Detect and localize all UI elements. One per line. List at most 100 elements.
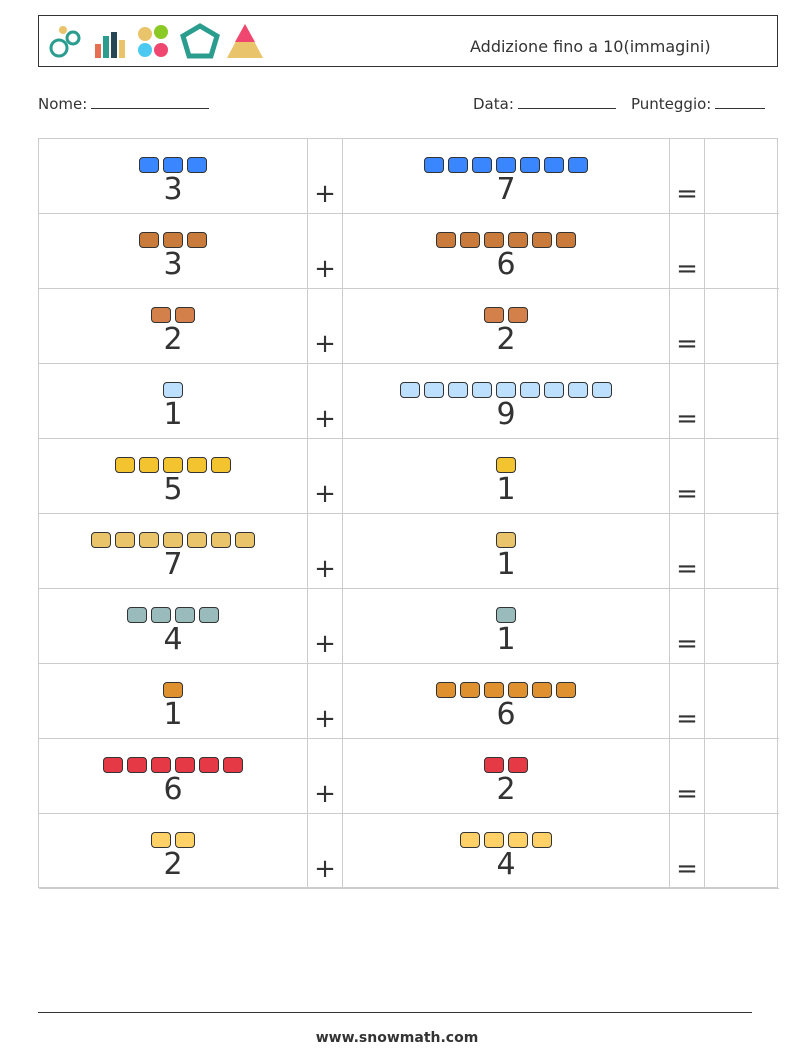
plus-sign: + (314, 179, 336, 209)
plus-sign: + (314, 554, 336, 584)
icon-row (343, 457, 669, 477)
icon (520, 157, 540, 173)
equals-sign: = (676, 329, 698, 359)
icon (163, 157, 183, 173)
cell: + (308, 289, 343, 364)
number: 2 (163, 322, 183, 357)
equals-sign: = (676, 404, 698, 434)
header-icons (49, 23, 263, 59)
cell: + (308, 364, 343, 439)
equals-sign: = (676, 254, 698, 284)
number: 5 (163, 472, 183, 507)
plus-sign: + (314, 854, 336, 884)
plus-sign: + (314, 329, 336, 359)
icon-row (39, 307, 307, 327)
cell: 1 (343, 514, 670, 589)
cell: 1 (39, 364, 308, 439)
icon (187, 532, 207, 548)
number: 1 (496, 472, 516, 507)
number: 6 (163, 772, 183, 807)
icon (508, 232, 528, 248)
number: 1 (163, 397, 183, 432)
cell: + (308, 814, 343, 889)
icon (211, 457, 231, 473)
icon (163, 382, 183, 398)
date-field: Data: (473, 94, 616, 113)
icon (187, 157, 207, 173)
icon (460, 832, 480, 848)
cell (705, 589, 779, 664)
icon (496, 532, 516, 548)
icon (508, 307, 528, 323)
table: 3 +7 = 3 +6 = 2 +2 = 1 +9 = 5 +1 = 7 +1 = 4 +1 = 1 +6 = 6 +2 = 2 +4 = (38, 138, 779, 889)
icon (175, 757, 195, 773)
cell: 1 (343, 589, 670, 664)
icon (472, 382, 492, 398)
cell: 4 (343, 814, 670, 889)
number: 4 (163, 622, 183, 657)
icon (424, 157, 444, 173)
cell: 4 (39, 589, 308, 664)
date-label: Data: (473, 95, 514, 113)
icon (556, 682, 576, 698)
icon-row (343, 157, 669, 177)
cell (705, 289, 779, 364)
plus-sign: + (314, 779, 336, 809)
icon (163, 532, 183, 548)
footer-line (38, 1012, 752, 1013)
icon-row (343, 832, 669, 852)
number: 4 (496, 847, 516, 882)
icon (199, 757, 219, 773)
icon (127, 757, 147, 773)
cell: = (670, 514, 705, 589)
cell: 3 (39, 214, 308, 289)
icon (115, 532, 135, 548)
equals-sign: = (676, 179, 698, 209)
cell: = (670, 139, 705, 214)
icon-row (39, 682, 307, 702)
number: 1 (496, 622, 516, 657)
icon-row (343, 232, 669, 252)
icon (139, 157, 159, 173)
icon-row (39, 382, 307, 402)
title: Addizione fino a 10(immagini) (470, 37, 711, 56)
icon (175, 307, 195, 323)
icon (496, 157, 516, 173)
cell: + (308, 214, 343, 289)
cell: = (670, 589, 705, 664)
icon (151, 832, 171, 848)
icon (187, 457, 207, 473)
equals-sign: = (676, 854, 698, 884)
icon (175, 607, 195, 623)
icon (151, 307, 171, 323)
icon (139, 532, 159, 548)
icon (448, 382, 468, 398)
name-field: Nome: (38, 94, 210, 113)
icon (532, 232, 552, 248)
icon (592, 382, 612, 398)
cell: = (670, 814, 705, 889)
icon (544, 382, 564, 398)
icon (235, 532, 255, 548)
plus-sign: + (314, 254, 336, 284)
number: 7 (163, 547, 183, 582)
icon (520, 382, 540, 398)
cell: 1 (343, 439, 670, 514)
icon (400, 382, 420, 398)
icon (496, 607, 516, 623)
icon (223, 757, 243, 773)
icon-row (39, 607, 307, 627)
number: 6 (496, 247, 516, 282)
number: 2 (496, 322, 516, 357)
icon (127, 607, 147, 623)
plus-sign: + (314, 404, 336, 434)
cell (705, 814, 779, 889)
cell: 2 (343, 289, 670, 364)
equals-sign: = (676, 779, 698, 809)
cell: 9 (343, 364, 670, 439)
icon (484, 232, 504, 248)
header (38, 15, 778, 67)
cell: 3 (39, 139, 308, 214)
plus-sign: + (314, 479, 336, 509)
